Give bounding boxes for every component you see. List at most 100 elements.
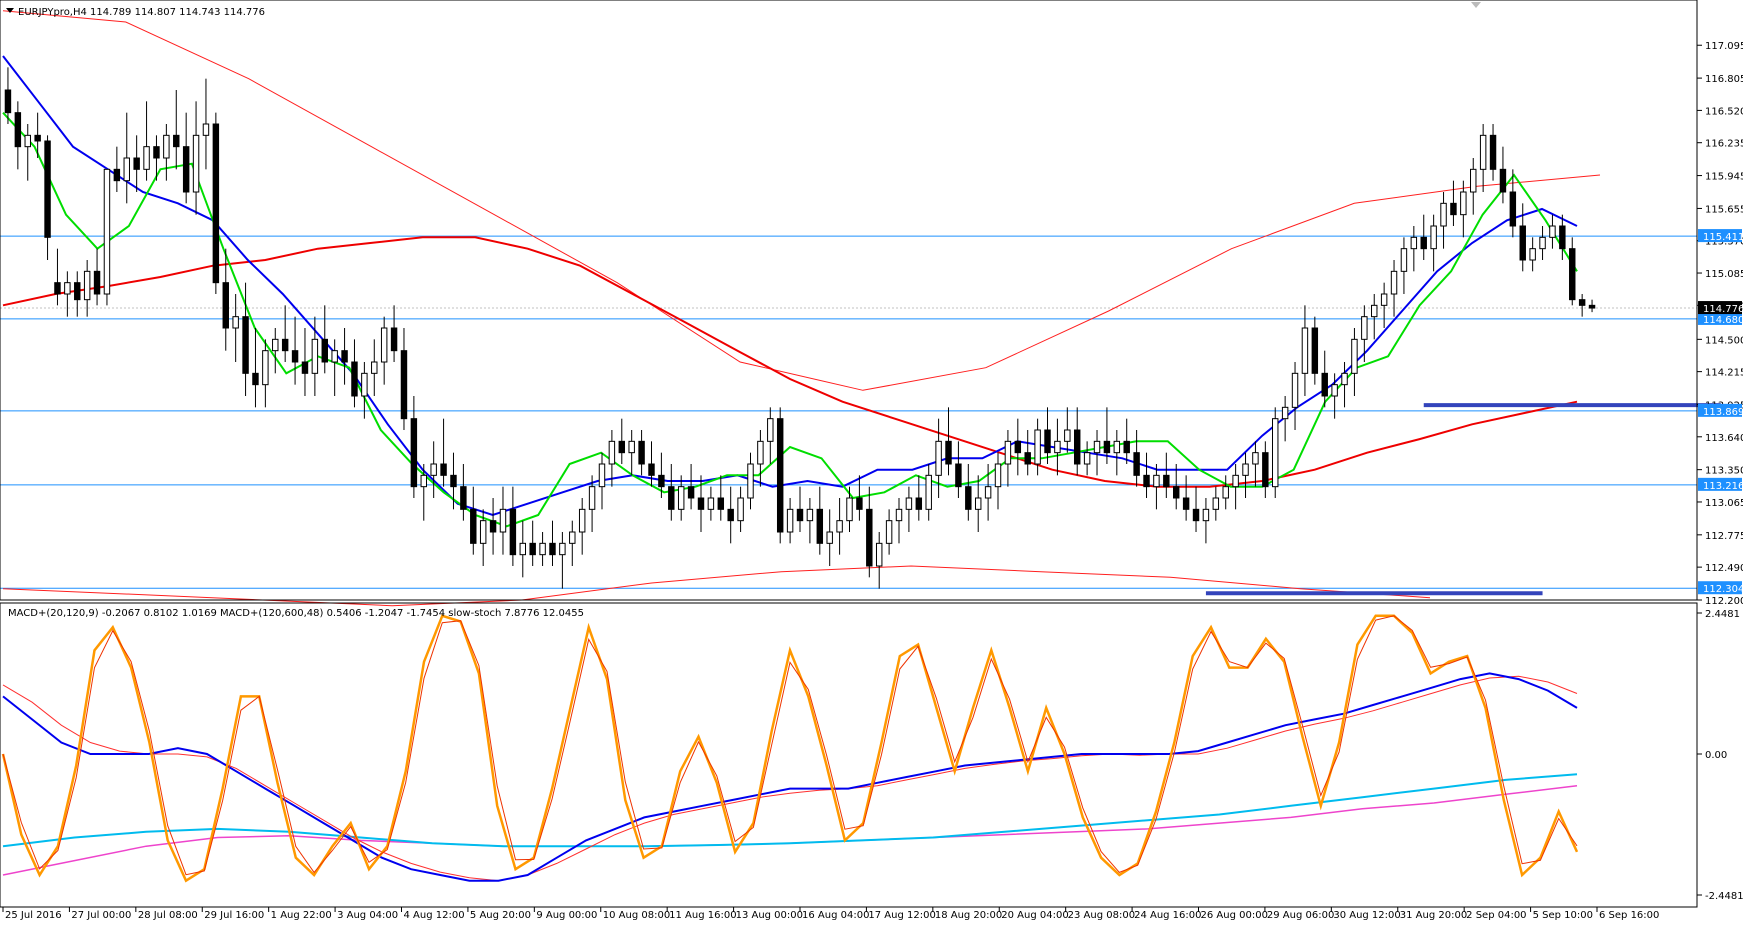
level-label-bg (1698, 229, 1742, 243)
bull-candle (1242, 463, 1249, 476)
x-tick-label: 4 Aug 12:00 (404, 910, 465, 921)
bull-candle (925, 474, 932, 510)
bear-candle (618, 440, 626, 454)
x-tick-label: 6 Sep 16:00 (1599, 910, 1659, 921)
level-price-label: 113.869 (1703, 407, 1743, 418)
bear-candle (945, 440, 952, 465)
bear-candle (509, 508, 517, 556)
bear-candle (1311, 327, 1319, 374)
x-tick-label: 30 Aug 12:00 (1333, 910, 1400, 921)
bull-candle (1064, 429, 1071, 442)
bull-candle (1034, 429, 1041, 465)
current-price-label: 114.776 (1703, 304, 1743, 315)
y-tick-label: 113.350 (1705, 466, 1743, 477)
bull-candle (83, 270, 91, 301)
osc-y-tick-label: 2.4481 (1705, 609, 1740, 620)
bull-candle (994, 463, 1002, 488)
bear-candle (470, 508, 477, 544)
bear-candle (1321, 372, 1328, 397)
bull-candle (1361, 316, 1368, 340)
bull-candle (826, 531, 833, 544)
bull-candle (1529, 248, 1536, 261)
bear-candle (1519, 225, 1526, 261)
bull-candle (430, 463, 437, 476)
y-tick-label: 114.215 (1705, 368, 1743, 379)
slow-stoch-signal-line (2, 615, 1578, 876)
level-price-label: 112.304 (1703, 584, 1743, 595)
shift-marker-icon (1471, 2, 1481, 8)
bull-candle (1153, 474, 1160, 488)
bear-candle (34, 134, 41, 142)
bull-candle (578, 508, 586, 533)
bull-candle (1202, 508, 1210, 522)
bear-candle (1173, 486, 1180, 499)
symbol-header: EURJPYpro,H4 114.789 114.807 114.743 114… (18, 7, 265, 18)
bear-candle (1509, 191, 1517, 227)
bull-candle (786, 508, 794, 533)
bear-candle (1588, 304, 1596, 309)
bull-candle (559, 542, 566, 556)
bear-candle (44, 140, 51, 238)
bear-candle (450, 474, 457, 488)
bear-candle (648, 463, 655, 476)
bull-candle (598, 463, 606, 488)
bull-candle (628, 440, 635, 454)
bull-candle (24, 134, 31, 148)
bear-candle (242, 316, 249, 374)
y-tick-label: 117.095 (1705, 41, 1743, 52)
level-label-bg (1698, 311, 1742, 325)
bear-candle (301, 361, 309, 374)
bull-candle (1093, 440, 1101, 454)
bear-candle (856, 497, 863, 510)
bull-candle (380, 327, 388, 363)
bull-candle (163, 134, 170, 159)
bear-candle (668, 486, 675, 510)
current-price-label-bg (1698, 301, 1742, 315)
bull-candle (1539, 236, 1546, 250)
bear-candle (1489, 134, 1497, 170)
macd-slow-line (2, 773, 1578, 848)
chart-menu-icon[interactable] (6, 8, 14, 13)
bull-candle (1400, 248, 1408, 272)
macd-fast-line (2, 672, 1578, 882)
x-tick-label: 5 Sep 10:00 (1533, 910, 1593, 921)
bear-candle (697, 497, 705, 510)
x-tick-label: 10 Aug 08:00 (603, 910, 670, 921)
bear-candle (866, 508, 873, 567)
bear-candle (658, 474, 665, 488)
bull-candle (420, 474, 427, 488)
bull-candle (1301, 327, 1309, 374)
x-tick-label: 5 Aug 20:00 (470, 910, 531, 921)
y-tick-label: 113.640 (1705, 433, 1743, 444)
x-tick-label: 26 Aug 00:00 (1201, 910, 1268, 921)
bear-candle (1044, 429, 1051, 454)
bear-candle (1073, 429, 1081, 465)
bull-candle (1054, 440, 1061, 454)
bull-candle (361, 372, 368, 397)
bull-candle (608, 440, 616, 465)
bull-candle (311, 338, 319, 374)
main-chart-frame[interactable] (0, 0, 1698, 601)
bull-candle (895, 508, 903, 522)
upper-band-line (2, 10, 1601, 391)
bear-candle (252, 372, 259, 386)
bull-candle (806, 508, 814, 522)
level-price-label: 114.680 (1703, 315, 1743, 326)
bull-candle (905, 497, 913, 510)
bear-candle (955, 463, 962, 488)
bear-candle (1133, 452, 1140, 476)
indicator-frame[interactable] (0, 602, 1698, 908)
y-tick-label: 112.490 (1705, 563, 1743, 574)
bear-candle (281, 338, 289, 352)
bull-candle (64, 282, 71, 295)
bull-candle (1549, 225, 1556, 238)
indicator-header: MACD+(20,120,9) -0.2067 0.8102 1.0169 MA… (8, 608, 584, 619)
bull-candle (272, 338, 279, 352)
bull-candle (1232, 474, 1239, 488)
bear-candle (1192, 508, 1200, 522)
osc-y-tick-label: -2.4481 (1705, 891, 1743, 902)
bear-candle (638, 440, 645, 465)
bull-candle (1272, 418, 1279, 488)
bull-candle (331, 350, 338, 363)
